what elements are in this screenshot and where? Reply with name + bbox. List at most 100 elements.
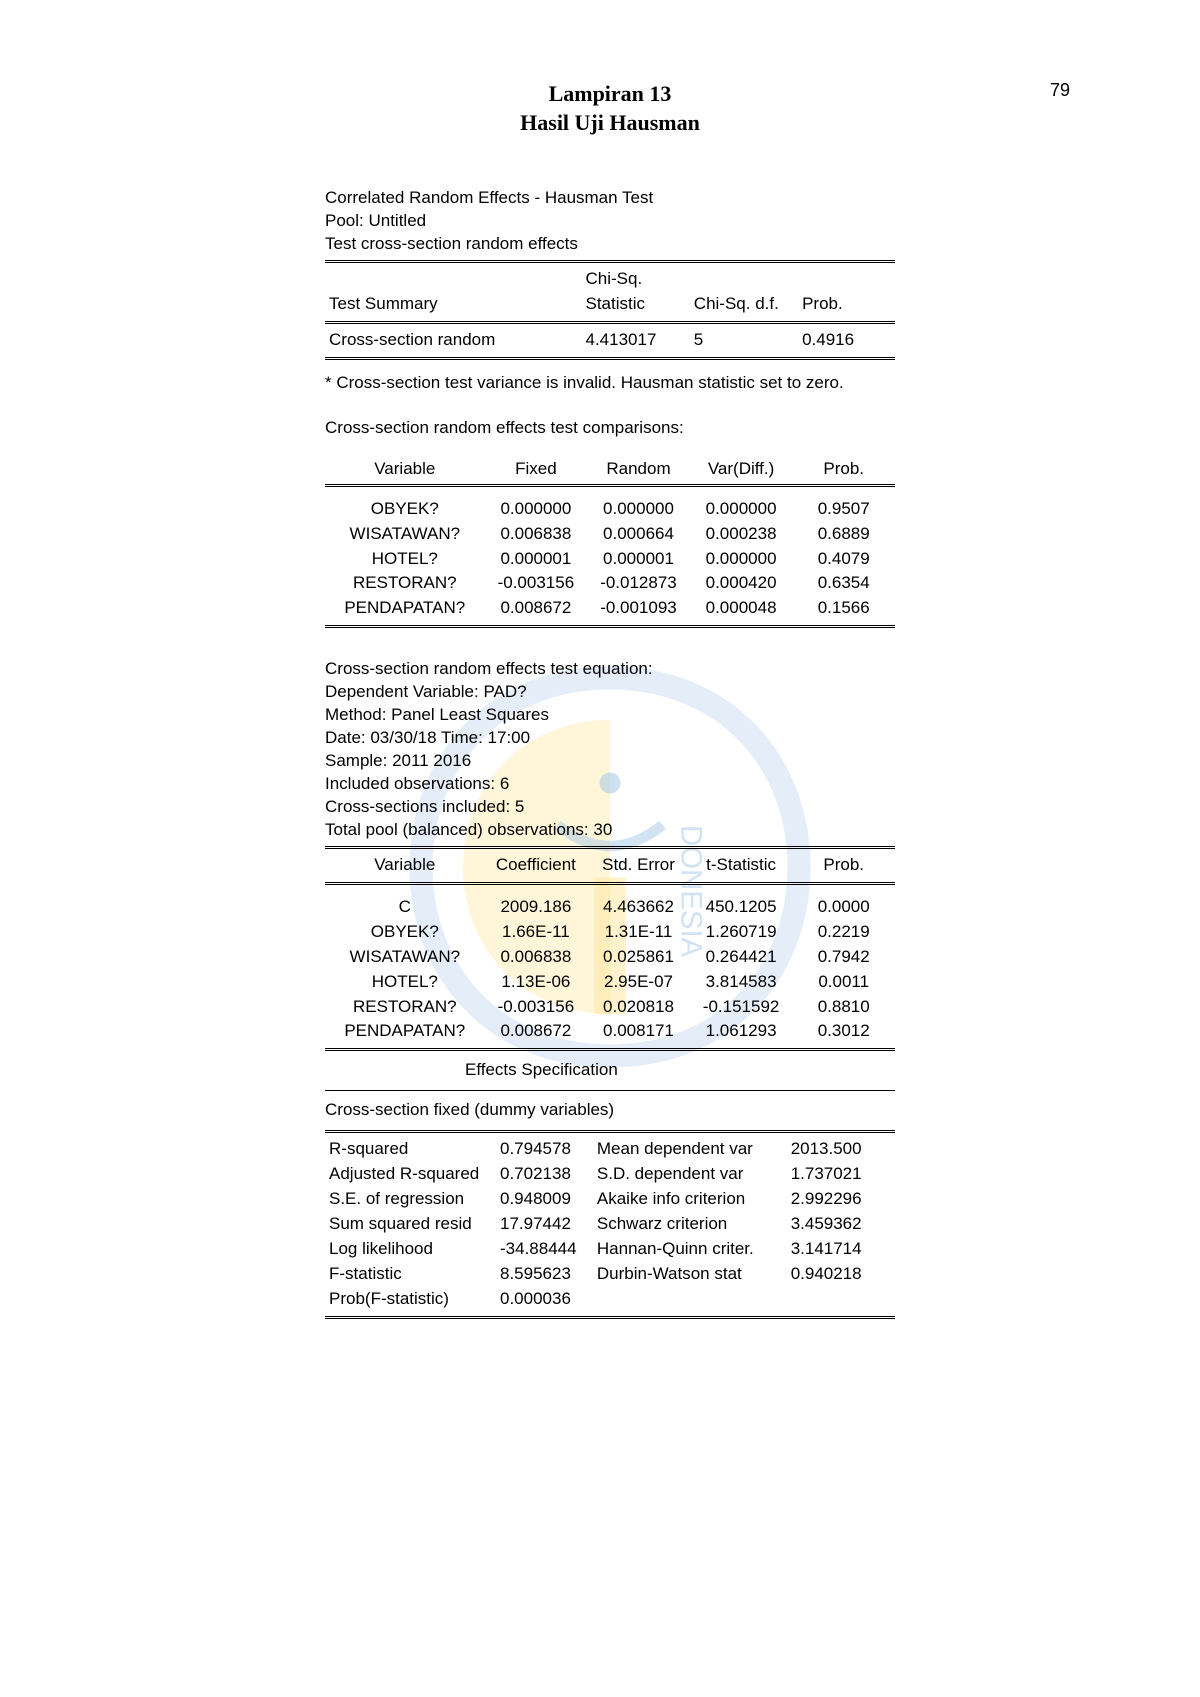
- table-row: Sum squared resid17.97442Schwarz criteri…: [325, 1212, 895, 1237]
- table-row: WISATAWAN?0.0068380.0258610.2644210.7942: [325, 945, 895, 970]
- table-row: Cross-section random 4.413017 5 0.4916: [325, 328, 895, 353]
- table-row: WISATAWAN?0.0068380.0006640.0002380.6889: [325, 522, 895, 547]
- cell: HOTEL?: [325, 970, 485, 995]
- table-row: Chi-Sq.: [325, 267, 895, 292]
- cell: 2.95E-07: [587, 970, 690, 995]
- stat-label: Adjusted R-squared: [325, 1162, 496, 1187]
- stat-label: Schwarz criterion: [593, 1212, 787, 1237]
- stat-value: 2013.500: [787, 1137, 895, 1162]
- table-row: OBYEK?1.66E-111.31E-111.2607190.2219: [325, 920, 895, 945]
- cell: 3.814583: [690, 970, 793, 995]
- cell: 0.9507: [792, 497, 895, 522]
- cell: 0.000664: [587, 522, 690, 547]
- meta-line: Dependent Variable: PAD?: [325, 681, 895, 704]
- col-header: Prob.: [798, 292, 895, 317]
- meta-line: Correlated Random Effects - Hausman Test: [325, 187, 895, 210]
- cell: -0.012873: [587, 571, 690, 596]
- cell: PENDAPATAN?: [325, 596, 485, 621]
- cell: 2009.186: [485, 895, 588, 920]
- fixed-label: Cross-section fixed (dummy variables): [325, 1095, 895, 1126]
- table-row: HOTEL?1.13E-062.95E-073.8145830.0011: [325, 970, 895, 995]
- table-row: PENDAPATAN?0.008672-0.0010930.0000480.15…: [325, 596, 895, 621]
- footnote: * Cross-section test variance is invalid…: [325, 372, 895, 395]
- stat-value: 0.794578: [496, 1137, 593, 1162]
- cell: 5: [690, 328, 798, 353]
- cell: 4.413017: [582, 328, 690, 353]
- stat-value: 8.595623: [496, 1262, 593, 1287]
- col-header: Variable: [325, 853, 485, 878]
- table-row: Variable Coefficient Std. Error t-Statis…: [325, 853, 895, 878]
- cell: WISATAWAN?: [325, 945, 485, 970]
- cell: 0.8810: [792, 995, 895, 1020]
- cell: 1.260719: [690, 920, 793, 945]
- cell: 4.463662: [587, 895, 690, 920]
- cell: 0.4079: [792, 547, 895, 572]
- stat-label: R-squared: [325, 1137, 496, 1162]
- cell: -0.151592: [690, 995, 793, 1020]
- meta-line: Included observations: 6: [325, 773, 895, 796]
- col-header: Variable: [325, 457, 485, 482]
- stat-label: [593, 1287, 787, 1312]
- effects-spec-label: Effects Specification: [325, 1055, 895, 1086]
- cell: Cross-section random: [325, 328, 582, 353]
- test-summary-table: Chi-Sq. Test Summary Statistic Chi-Sq. d…: [325, 267, 895, 317]
- cell: OBYEK?: [325, 497, 485, 522]
- stat-value: 0.702138: [496, 1162, 593, 1187]
- cell: HOTEL?: [325, 547, 485, 572]
- cell: 0.264421: [690, 945, 793, 970]
- cell: -0.003156: [485, 995, 588, 1020]
- col-header: Coefficient: [485, 853, 588, 878]
- title: Lampiran 13 Hasil Uji Hausman: [200, 80, 1020, 137]
- page-number: 79: [1050, 80, 1070, 101]
- cell: 0.0000: [792, 895, 895, 920]
- cell: -0.003156: [485, 571, 588, 596]
- equation-meta: Cross-section random effects test equati…: [325, 658, 895, 842]
- stat-label: F-statistic: [325, 1262, 496, 1287]
- regression-body: C2009.1864.463662450.12050.0000OBYEK?1.6…: [325, 895, 895, 1045]
- stat-value: 2.992296: [787, 1187, 895, 1212]
- table-row: OBYEK?0.0000000.0000000.0000000.9507: [325, 497, 895, 522]
- col-header: Random: [587, 457, 690, 482]
- table-row: S.E. of regression0.948009Akaike info cr…: [325, 1187, 895, 1212]
- cell: RESTORAN?: [325, 995, 485, 1020]
- table-row: Log likelihood-34.88444Hannan-Quinn crit…: [325, 1237, 895, 1262]
- meta-line: Method: Panel Least Squares: [325, 704, 895, 727]
- stat-value: 3.459362: [787, 1212, 895, 1237]
- cell: 0.025861: [587, 945, 690, 970]
- cell: 0.000048: [690, 596, 793, 621]
- table-row: HOTEL?0.0000010.0000010.0000000.4079: [325, 547, 895, 572]
- meta-line: Date: 03/30/18 Time: 17:00: [325, 727, 895, 750]
- cell: 0.6354: [792, 571, 895, 596]
- stat-label: Akaike info criterion: [593, 1187, 787, 1212]
- table-row: Variable Fixed Random Var(Diff.) Prob.: [325, 457, 895, 482]
- stat-value: 17.97442: [496, 1212, 593, 1237]
- cell: 0.020818: [587, 995, 690, 1020]
- table-row: RESTORAN?-0.003156-0.0128730.0004200.635…: [325, 571, 895, 596]
- title-line1: Lampiran 13: [200, 80, 1020, 109]
- cell: 0.008672: [485, 596, 588, 621]
- comparisons-header: Variable Fixed Random Var(Diff.) Prob.: [325, 457, 895, 482]
- table-row: R-squared0.794578Mean dependent var2013.…: [325, 1137, 895, 1162]
- cell: WISATAWAN?: [325, 522, 485, 547]
- cell: 0.008672: [485, 1019, 588, 1044]
- cell: 0.006838: [485, 522, 588, 547]
- stat-label: S.E. of regression: [325, 1187, 496, 1212]
- cell: 0.000000: [485, 497, 588, 522]
- col-header: Chi-Sq. d.f.: [690, 292, 798, 317]
- stat-label: Durbin-Watson stat: [593, 1262, 787, 1287]
- meta-line: Cross-sections included: 5: [325, 796, 895, 819]
- cell: 0.6889: [792, 522, 895, 547]
- table-row: Prob(F-statistic)0.000036: [325, 1287, 895, 1312]
- cell: OBYEK?: [325, 920, 485, 945]
- stat-label: Log likelihood: [325, 1237, 496, 1262]
- table-row: C2009.1864.463662450.12050.0000: [325, 895, 895, 920]
- test-summary-body: Cross-section random 4.413017 5 0.4916: [325, 328, 895, 353]
- regression-header: Variable Coefficient Std. Error t-Statis…: [325, 853, 895, 878]
- meta-line: Total pool (balanced) observations: 30: [325, 819, 895, 842]
- cell: 0.006838: [485, 945, 588, 970]
- cell: PENDAPATAN?: [325, 1019, 485, 1044]
- stat-label: Prob(F-statistic): [325, 1287, 496, 1312]
- col-header: Fixed: [485, 457, 588, 482]
- cell: 1.061293: [690, 1019, 793, 1044]
- table-row: PENDAPATAN?0.0086720.0081711.0612930.301…: [325, 1019, 895, 1044]
